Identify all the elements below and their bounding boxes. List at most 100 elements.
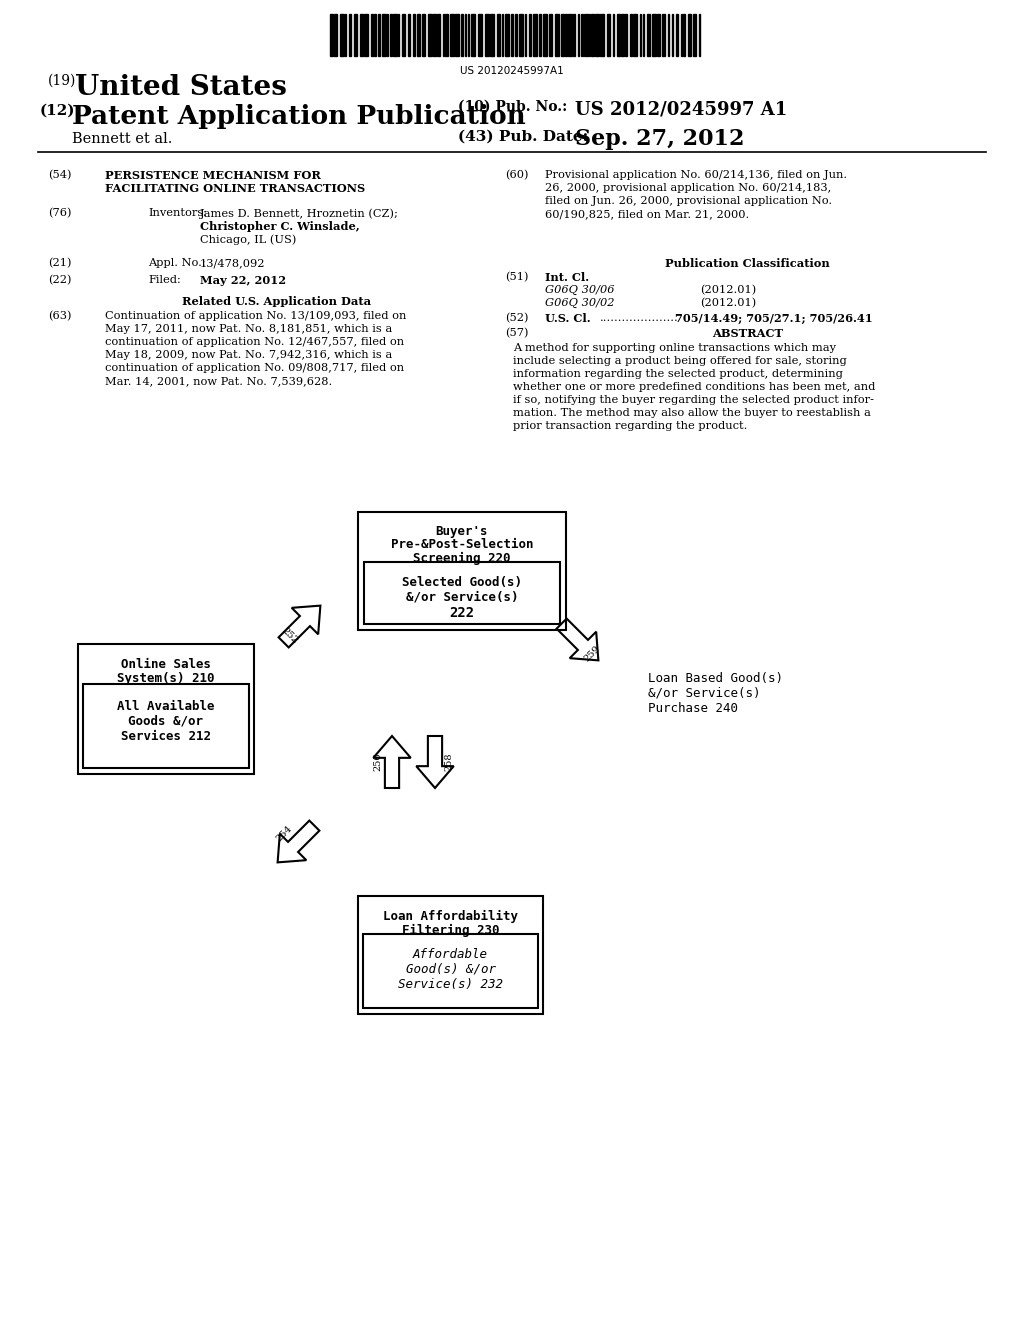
- Bar: [549, 15, 552, 55]
- Text: Inventors:: Inventors:: [148, 209, 207, 218]
- Bar: [534, 15, 537, 55]
- Bar: [78, 644, 254, 774]
- Text: Int. Cl.: Int. Cl.: [545, 272, 589, 282]
- Bar: [511, 15, 513, 55]
- Text: (76): (76): [48, 209, 72, 218]
- Text: (43) Pub. Date:: (43) Pub. Date:: [458, 129, 588, 144]
- Bar: [455, 15, 459, 55]
- Bar: [515, 15, 517, 55]
- Bar: [450, 15, 454, 55]
- Text: United States: United States: [75, 74, 287, 102]
- Bar: [374, 15, 376, 55]
- Bar: [358, 512, 566, 630]
- Bar: [543, 15, 547, 55]
- Bar: [519, 15, 523, 55]
- Bar: [490, 15, 494, 55]
- Bar: [417, 15, 420, 55]
- Bar: [617, 15, 620, 55]
- Bar: [378, 15, 380, 55]
- Text: (52): (52): [505, 313, 528, 323]
- Bar: [433, 15, 436, 55]
- Text: A method for supporting online transactions which may
include selecting a produc: A method for supporting online transacti…: [513, 343, 876, 432]
- Bar: [683, 15, 685, 55]
- Text: 13/478,092: 13/478,092: [200, 257, 265, 268]
- Bar: [349, 15, 351, 55]
- Text: (54): (54): [48, 170, 72, 181]
- Text: Goods &/or: Goods &/or: [128, 714, 204, 727]
- Bar: [505, 15, 509, 55]
- Text: Sep. 27, 2012: Sep. 27, 2012: [575, 128, 744, 150]
- Text: 252: 252: [281, 626, 300, 645]
- Text: Filed:: Filed:: [148, 275, 181, 285]
- Bar: [595, 15, 599, 55]
- Text: Services 212: Services 212: [121, 730, 211, 743]
- Text: Online Sales: Online Sales: [121, 657, 211, 671]
- Text: Service(s) 232: Service(s) 232: [398, 978, 503, 991]
- Text: Purchase 240: Purchase 240: [648, 702, 738, 715]
- Bar: [354, 15, 357, 55]
- Bar: [657, 15, 660, 55]
- Bar: [364, 562, 560, 624]
- Bar: [437, 15, 440, 55]
- Text: G06Q 30/06: G06Q 30/06: [545, 285, 614, 296]
- Bar: [565, 15, 567, 55]
- Bar: [402, 15, 406, 55]
- Bar: [382, 15, 386, 55]
- Text: May 22, 2012: May 22, 2012: [200, 275, 286, 286]
- Bar: [445, 15, 449, 55]
- Text: 258: 258: [444, 752, 454, 771]
- Bar: [428, 15, 432, 55]
- Text: Christopher C. Winslade,: Christopher C. Winslade,: [200, 220, 359, 232]
- Bar: [364, 15, 368, 55]
- Text: (57): (57): [505, 327, 528, 338]
- Bar: [362, 935, 538, 1008]
- Bar: [621, 15, 624, 55]
- Bar: [408, 15, 410, 55]
- Bar: [471, 15, 475, 55]
- Text: PERSISTENCE MECHANISM FOR: PERSISTENCE MECHANISM FOR: [105, 170, 321, 181]
- Text: (60): (60): [505, 170, 528, 181]
- Text: (12): (12): [40, 104, 76, 117]
- Text: ABSTRACT: ABSTRACT: [712, 327, 783, 339]
- Bar: [688, 15, 691, 55]
- Bar: [340, 15, 344, 55]
- Text: Filtering 230: Filtering 230: [401, 924, 500, 937]
- Text: Loan Based Good(s): Loan Based Good(s): [648, 672, 783, 685]
- Text: Pre-&Post-Selection: Pre-&Post-Selection: [391, 539, 534, 550]
- Text: System(s) 210: System(s) 210: [118, 672, 215, 685]
- Bar: [625, 15, 627, 55]
- Text: FACILITATING ONLINE TRANSACTIONS: FACILITATING ONLINE TRANSACTIONS: [105, 183, 366, 194]
- Text: Continuation of application No. 13/109,093, filed on
May 17, 2011, now Pat. No. : Continuation of application No. 13/109,0…: [105, 312, 407, 387]
- Text: G06Q 30/02: G06Q 30/02: [545, 298, 614, 308]
- Text: Selected Good(s): Selected Good(s): [402, 576, 522, 589]
- Bar: [573, 15, 575, 55]
- Text: &/or Service(s): &/or Service(s): [406, 590, 518, 603]
- Bar: [676, 15, 678, 55]
- Bar: [561, 15, 564, 55]
- Bar: [647, 15, 650, 55]
- Text: Loan Affordability: Loan Affordability: [383, 909, 518, 923]
- Bar: [568, 15, 572, 55]
- Bar: [555, 15, 559, 55]
- Bar: [371, 15, 373, 55]
- Bar: [693, 15, 696, 55]
- Text: US 20120245997A1: US 20120245997A1: [460, 66, 564, 77]
- Text: (10) Pub. No.:: (10) Pub. No.:: [458, 100, 567, 114]
- Text: (21): (21): [48, 257, 72, 268]
- Bar: [485, 15, 489, 55]
- Text: Good(s) &/or: Good(s) &/or: [406, 962, 496, 975]
- Text: Appl. No.:: Appl. No.:: [148, 257, 206, 268]
- Text: (22): (22): [48, 275, 72, 285]
- Bar: [334, 15, 337, 55]
- Text: 254: 254: [274, 824, 294, 843]
- Bar: [390, 15, 392, 55]
- Bar: [393, 15, 397, 55]
- Text: U.S. Cl.: U.S. Cl.: [545, 313, 591, 323]
- Bar: [360, 15, 362, 55]
- Text: 256: 256: [374, 752, 383, 771]
- Bar: [630, 15, 632, 55]
- Text: Buyer's: Buyer's: [436, 525, 488, 539]
- Text: (63): (63): [48, 312, 72, 321]
- Text: Screening 220: Screening 220: [414, 552, 511, 565]
- Bar: [591, 15, 594, 55]
